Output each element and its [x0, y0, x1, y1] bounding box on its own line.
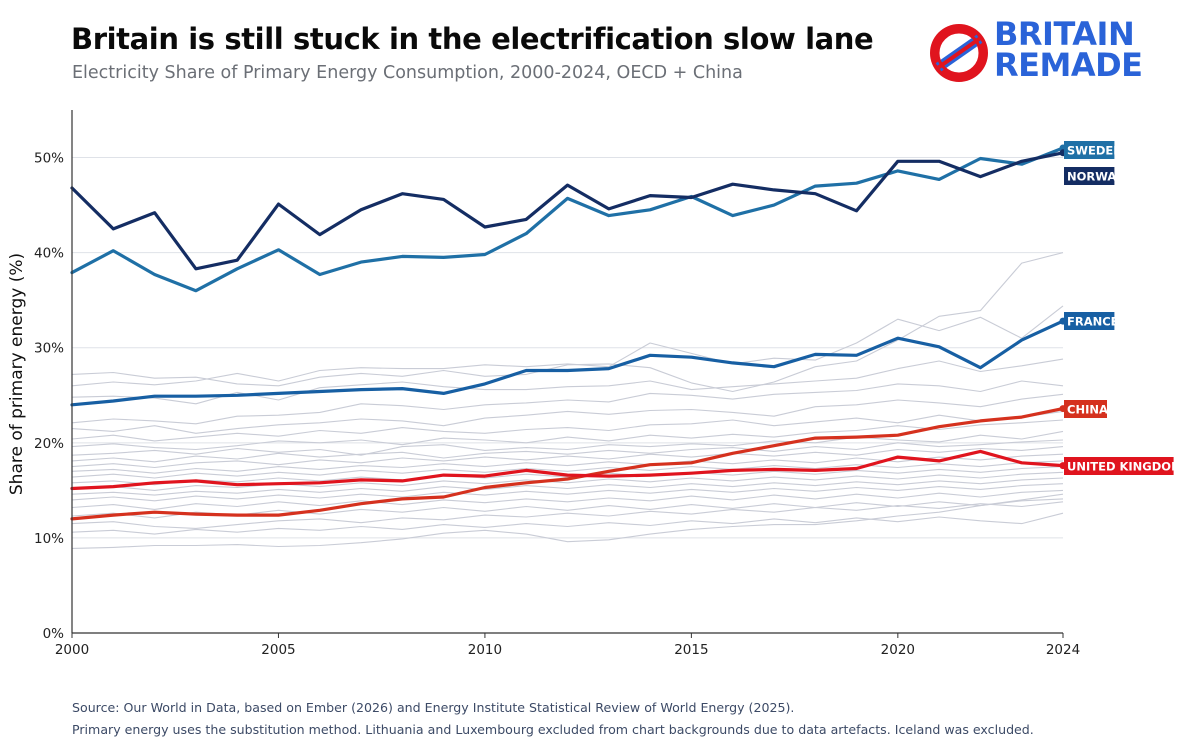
- britain-remade-logo: BRITAIN REMADE: [928, 18, 1168, 90]
- background-series-line: [71, 358, 1064, 405]
- background-series-line: [71, 489, 1064, 510]
- background-series: [71, 252, 1064, 549]
- series-label-norway: NORWAY: [1067, 170, 1124, 184]
- background-series-line: [71, 460, 1064, 479]
- highlight-series: [70, 144, 1067, 521]
- x-tick-label: 2010: [468, 642, 502, 658]
- background-series-line: [71, 419, 1064, 451]
- series-line-norway: [70, 151, 1065, 271]
- series-line-france: [70, 319, 1065, 407]
- logo-wordmark: BRITAIN REMADE: [994, 15, 1143, 84]
- background-series-line: [71, 501, 1064, 529]
- background-series-line: [71, 410, 1064, 442]
- gridlines: [72, 157, 1063, 539]
- logo-roundel-icon: [930, 24, 988, 82]
- y-axis-label: Share of primary energy (%): [7, 253, 27, 495]
- background-series-line: [71, 305, 1064, 387]
- background-series-line: [71, 430, 1064, 456]
- series-label-france: FRANCE: [1067, 315, 1119, 329]
- source-line-1: Source: Our World in Data, based on Embe…: [72, 700, 795, 715]
- series-label-box-france: [1064, 312, 1115, 330]
- x-tick-label: 2020: [881, 642, 915, 658]
- chart-title: Britain is still stuck in the electrific…: [71, 22, 874, 56]
- series-label-box-united-kingdom: [1064, 457, 1174, 475]
- background-series-line: [71, 439, 1064, 463]
- background-series-line: [71, 512, 1064, 535]
- series-labels: SWEDEN NORWAY FRANCE CHINA UNITED KINGDOM: [1064, 141, 1183, 475]
- x-tick-label: 2015: [674, 642, 708, 658]
- y-tick-label: 30%: [34, 341, 64, 357]
- background-series-line: [71, 446, 1064, 469]
- source-note: Source: Our World in Data, based on Embe…: [72, 697, 1034, 741]
- x-tick-label: 2005: [261, 642, 295, 658]
- background-series-line: [71, 483, 1064, 502]
- background-series-line: [71, 393, 1064, 434]
- axes: 0% 10% 20% 30% 40% 50% 2000 2005 2010 2015 2020 202…: [34, 110, 1080, 658]
- x-tick-label: 2024: [1046, 642, 1080, 658]
- series-label-box-norway: [1064, 167, 1115, 185]
- y-tick-label: 20%: [34, 436, 64, 452]
- series-label-box-sweden: [1064, 141, 1115, 159]
- series-line-united-kingdom: [70, 449, 1065, 491]
- series-line-china: [70, 407, 1065, 521]
- background-series-line: [71, 380, 1064, 425]
- background-series-line: [71, 252, 1064, 393]
- logo-line-2: REMADE: [994, 46, 1143, 84]
- background-series-line: [71, 471, 1064, 491]
- series-label-sweden: SWEDEN: [1067, 144, 1123, 158]
- series-label-united-kingdom: UNITED KINGDOM: [1067, 460, 1183, 474]
- background-series-line: [71, 466, 1064, 486]
- series-label-box-china: [1064, 400, 1107, 418]
- y-tick-label: 40%: [34, 246, 64, 262]
- chart-subtitle: Electricity Share of Primary Energy Cons…: [72, 63, 743, 83]
- background-series-line: [71, 493, 1064, 549]
- series-line-sweden: [70, 146, 1065, 293]
- y-tick-label: 0%: [43, 626, 65, 642]
- logo-line-1: BRITAIN: [994, 15, 1135, 53]
- background-series-line: [71, 477, 1064, 496]
- background-series-line: [71, 453, 1064, 474]
- y-tick-label: 10%: [34, 531, 64, 547]
- series-label-china: CHINA: [1067, 403, 1108, 417]
- source-line-2: Primary energy uses the substitution met…: [72, 722, 1034, 737]
- x-tick-label: 2000: [55, 642, 89, 658]
- y-tick-label: 50%: [34, 151, 64, 167]
